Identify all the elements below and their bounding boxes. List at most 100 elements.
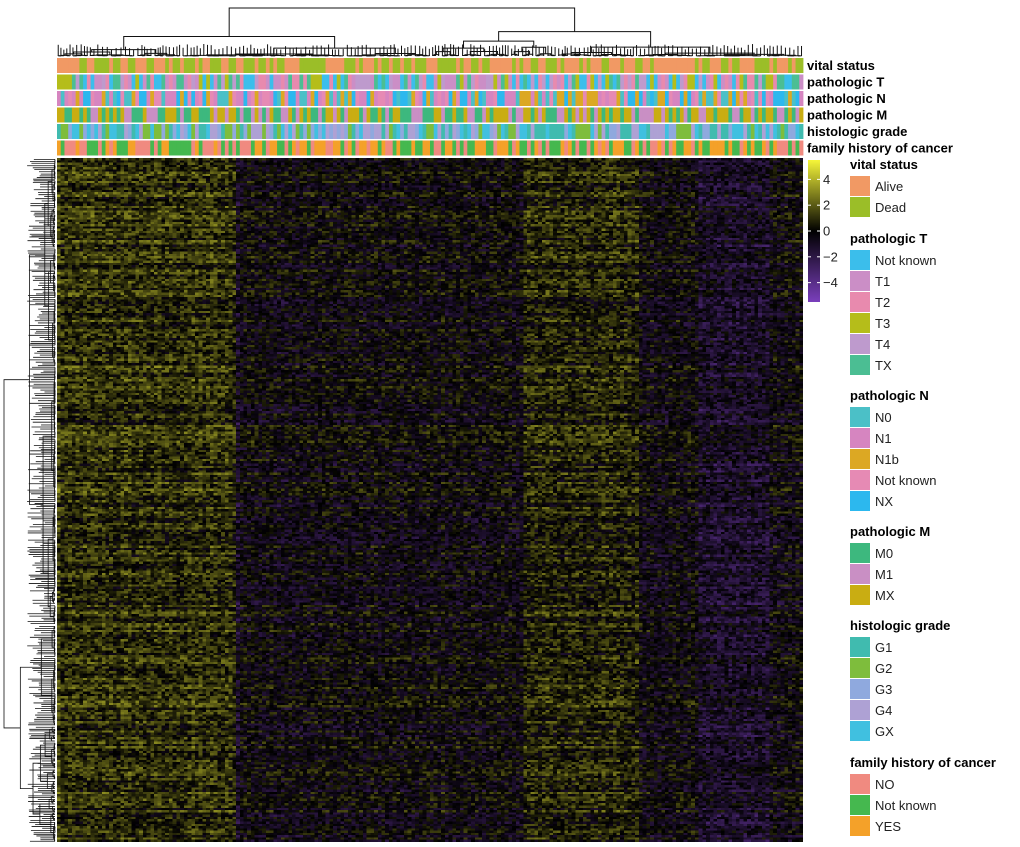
annotation-cell: [597, 107, 602, 123]
annotation-cell: [582, 107, 588, 123]
annotation-cell: [694, 140, 699, 156]
annotation-cell: [321, 74, 326, 90]
annotation-cell: [131, 91, 136, 106]
annotation-cell: [224, 140, 229, 156]
annotation-cell: [728, 140, 733, 156]
annotation-cell: [788, 124, 793, 139]
annotation-cell: [545, 107, 550, 123]
annotation-cell: [780, 74, 785, 90]
annotation-cell: [109, 140, 114, 156]
legend-label: Not known: [875, 798, 936, 813]
annotation-cell: [191, 74, 196, 90]
annotation-cell: [109, 124, 114, 139]
annotation-cell: [150, 91, 155, 106]
annotation-cell: [79, 91, 84, 106]
annotation-cell: [243, 107, 248, 123]
dendrogram-branch: [46, 773, 54, 789]
annotation-cell: [90, 58, 95, 73]
annotation-cell: [791, 124, 796, 139]
annotation-cell: [575, 140, 580, 156]
annotation-cell: [258, 74, 263, 90]
annotation-cell: [83, 74, 88, 90]
annotation-cell: [75, 124, 80, 139]
legend-swatch: [850, 313, 870, 333]
annotation-cell: [549, 107, 554, 123]
annotation-cell: [679, 74, 685, 90]
annotation-cell: [478, 58, 483, 73]
heatmap-body: [57, 158, 803, 842]
annotation-cell: [541, 124, 547, 139]
annotation-cell: [646, 124, 651, 139]
annotation-cell: [564, 124, 569, 139]
annotation-cell: [250, 91, 256, 106]
annotation-cell: [706, 58, 711, 73]
annotation-cell: [172, 140, 177, 156]
annotation-cell: [526, 140, 532, 156]
annotation-cell: [359, 140, 364, 156]
dendrogram-branch: [3, 379, 30, 729]
annotation-cell: [545, 74, 550, 90]
annotation-cell: [467, 124, 472, 139]
annotation-cell: [183, 58, 188, 73]
annotation-cell: [344, 107, 349, 123]
annotation-cell: [176, 74, 181, 90]
annotation-cell: [269, 74, 274, 90]
annotation-cell: [597, 124, 602, 139]
annotation-cell: [321, 107, 326, 123]
annotation-cell: [213, 91, 218, 106]
annotation-cell: [758, 91, 763, 106]
annotation-cell: [273, 124, 278, 139]
annotation-cell: [183, 74, 188, 90]
annotation-cell: [493, 58, 498, 73]
dendrogram-branch: [91, 49, 157, 54]
annotation-cell: [631, 140, 636, 156]
annotation-cell: [687, 124, 692, 139]
annotation-cell: [370, 124, 375, 139]
annotation-cell: [463, 140, 468, 156]
annotation-cell: [57, 58, 62, 73]
annotation-cell: [400, 58, 405, 73]
annotation-cell: [519, 58, 524, 73]
legend-swatch: [850, 449, 870, 469]
annotation-cell: [392, 91, 397, 106]
annotation-cell: [277, 58, 282, 73]
annotation-cell: [303, 124, 308, 139]
legend-swatch: [850, 774, 870, 794]
annotation-cell: [765, 58, 770, 73]
annotation-cell: [545, 124, 550, 139]
annotation-cell: [698, 140, 703, 156]
annotation-cell: [698, 107, 703, 123]
annotation-cell: [86, 124, 91, 139]
dendrogram-branch: [50, 796, 54, 803]
annotation-cell: [232, 91, 237, 106]
annotation-cell: [683, 107, 688, 123]
annotation-cell: [370, 58, 375, 73]
annotation-cell: [403, 74, 409, 90]
annotation-cell: [575, 58, 580, 73]
annotation-cell: [288, 107, 293, 123]
annotation-cell: [265, 107, 271, 123]
annotation-cell: [161, 124, 166, 139]
annotation-cell: [109, 74, 114, 90]
annotation-cell: [295, 74, 300, 90]
annotation-cell: [530, 107, 535, 123]
annotation-cell: [392, 74, 397, 90]
dendrogram-branch: [490, 53, 505, 56]
annotation-cell: [463, 74, 468, 90]
annotation-cell: [180, 74, 185, 90]
annotation-cell: [124, 74, 129, 90]
annotation-cell: [206, 91, 211, 106]
annotation-cell: [329, 58, 334, 73]
annotation-cell: [508, 58, 513, 73]
annotation-cell: [541, 74, 547, 90]
annotation-cell: [642, 124, 647, 139]
annotation-cell: [127, 74, 132, 90]
annotation-cell: [206, 107, 211, 123]
annotation-cell: [142, 91, 147, 106]
annotation-cell: [795, 74, 800, 90]
dendrogram-branch: [234, 53, 313, 55]
annotation-cell: [713, 107, 718, 123]
legend-label: GX: [875, 724, 894, 739]
annotation-cell: [355, 74, 360, 90]
annotation-cell: [676, 58, 681, 73]
